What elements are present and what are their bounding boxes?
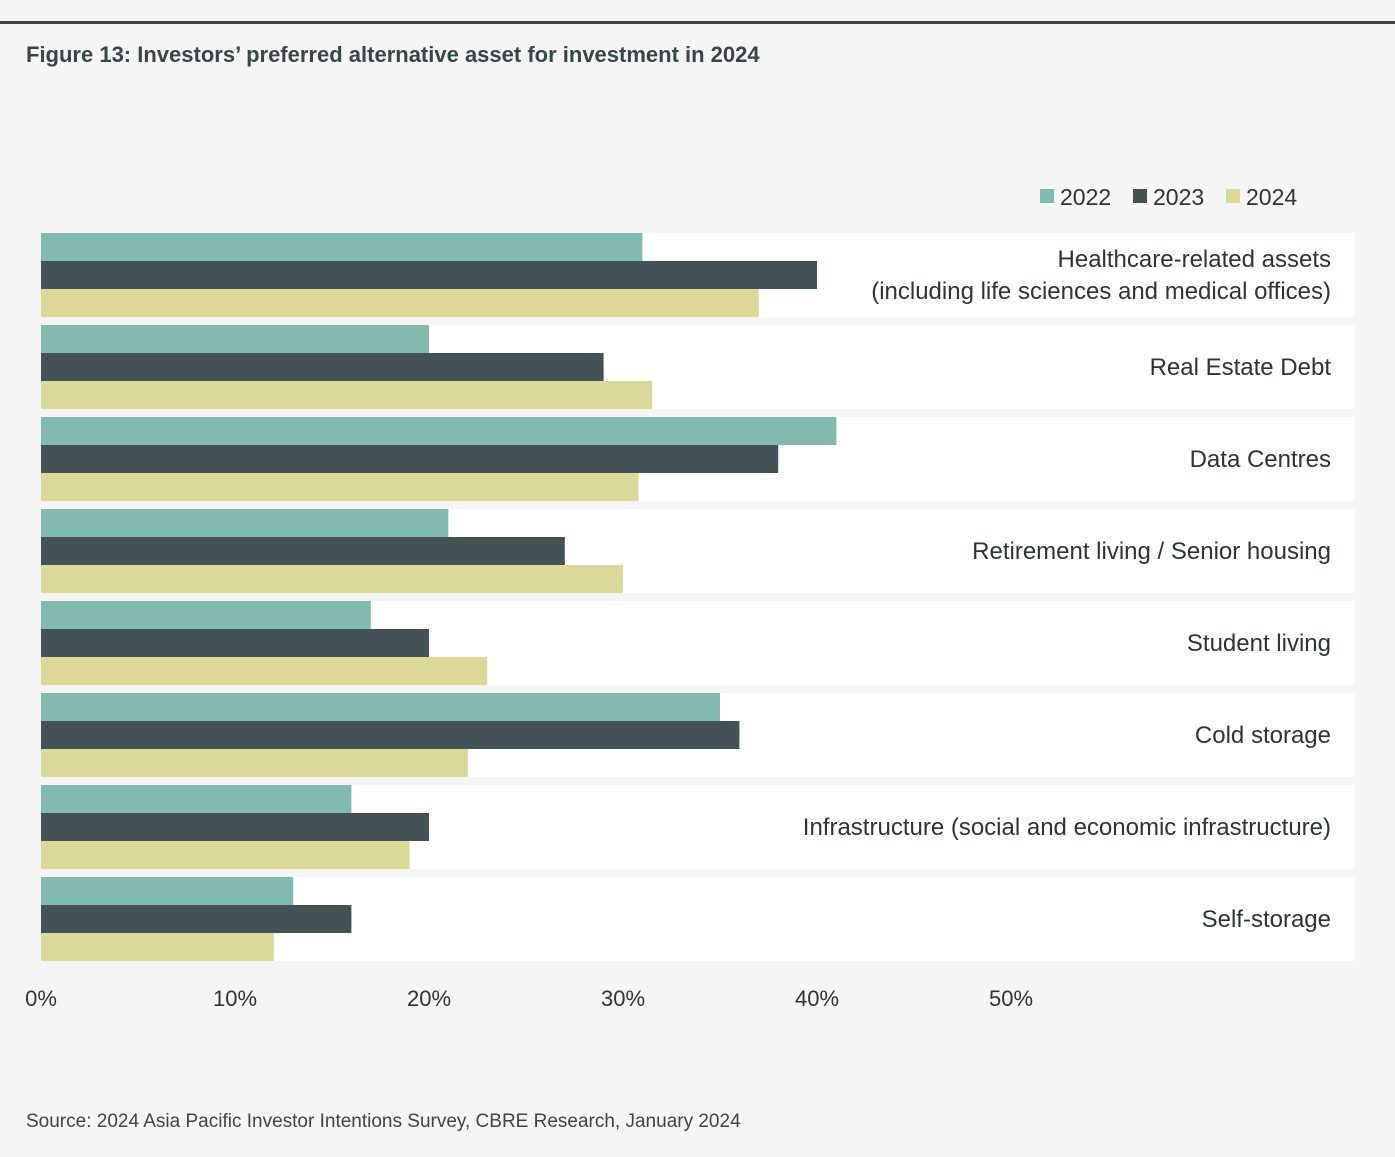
bar-2022 [41, 417, 837, 445]
bars [41, 233, 837, 961]
bar-2024 [41, 841, 410, 869]
bar-2022 [41, 233, 643, 261]
category-label: Retirement living / Senior housing [972, 538, 1331, 565]
top-rule [0, 21, 1395, 24]
category-labels: Healthcare-related assets (including life… [803, 246, 1332, 933]
bar-2023 [41, 813, 429, 841]
bar-2023 [41, 905, 352, 933]
x-tick-label: 10% [213, 986, 257, 1011]
category-label: Infrastructure (social and economic infr… [803, 814, 1331, 841]
bar-2022 [41, 785, 352, 813]
bar-2022 [41, 509, 449, 537]
bar-2024 [41, 289, 759, 317]
figure-title: Figure 13: Investors’ preferred alternat… [26, 42, 760, 67]
bar-2022 [41, 877, 294, 905]
legend-swatch-2023 [1133, 189, 1147, 203]
legend-label-2022: 2022 [1060, 184, 1111, 210]
category-label: Real Estate Debt [1150, 354, 1332, 381]
legend-swatch-2024 [1226, 189, 1240, 203]
x-tick-label: 40% [795, 986, 839, 1011]
bar-2024 [41, 749, 468, 777]
bar-2024 [41, 381, 653, 409]
category-label: (including life sciences and medical off… [871, 278, 1331, 305]
bar-2023 [41, 353, 604, 381]
x-axis-ticks: 0% 10% 20% 30% 40% 50% [25, 986, 1033, 1011]
bar-2023 [41, 537, 565, 565]
bar-2024 [41, 565, 623, 593]
legend-label-2023: 2023 [1153, 184, 1204, 210]
bar-2022 [41, 601, 371, 629]
x-tick-label: 20% [407, 986, 451, 1011]
category-label: Data Centres [1190, 446, 1331, 473]
bar-2022 [41, 325, 429, 353]
legend-label-2024: 2024 [1246, 184, 1297, 210]
legend-swatch-2022 [1040, 189, 1054, 203]
category-label: Cold storage [1195, 722, 1331, 749]
bar-2023 [41, 261, 817, 289]
bar-2023 [41, 721, 740, 749]
source-note: Source: 2024 Asia Pacific Investor Inten… [26, 1111, 741, 1132]
bar-2022 [41, 693, 720, 721]
x-tick-label: 30% [601, 986, 645, 1011]
x-tick-label: 0% [25, 986, 57, 1011]
category-label: Healthcare-related assets [1058, 246, 1331, 273]
bar-2024 [41, 933, 274, 961]
bar-2024 [41, 657, 488, 685]
legend: 2022 2023 2024 [1040, 184, 1297, 210]
bar-2024 [41, 473, 639, 501]
bar-2023 [41, 445, 779, 473]
bar-2023 [41, 629, 429, 657]
category-label: Student living [1187, 630, 1331, 657]
category-label: Self-storage [1202, 906, 1331, 933]
x-tick-label: 50% [989, 986, 1033, 1011]
